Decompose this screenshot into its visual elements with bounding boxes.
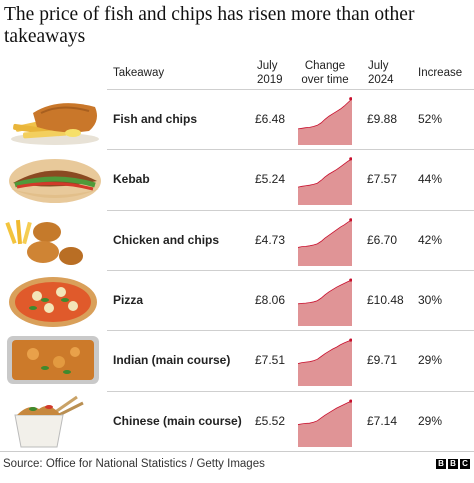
bbc-logo-letter: B xyxy=(436,459,446,469)
sparkline-line xyxy=(298,400,352,425)
pizza-photo xyxy=(9,276,97,327)
sparkline-chart xyxy=(298,338,352,387)
sparkline-end-point xyxy=(349,278,352,282)
sparkline-line xyxy=(298,279,352,305)
header-july-2024: July 2024 xyxy=(368,59,394,87)
fish-and-chips-photo xyxy=(11,103,99,145)
header-divider xyxy=(107,89,474,90)
header-july-2019-line2: 2019 xyxy=(257,74,283,86)
header-change-line1: Change xyxy=(304,60,346,72)
sparkline-area xyxy=(298,159,352,206)
price-2019: £6.48 xyxy=(255,112,286,126)
row-divider xyxy=(107,330,474,332)
sparkline-chart xyxy=(298,97,352,145)
chinese-takeaway-box-photo xyxy=(14,395,84,447)
takeaway-name: Indian (main course) xyxy=(113,353,231,368)
sparkline-area xyxy=(298,340,352,387)
sparkline-line xyxy=(298,98,352,130)
curry-tray-photo xyxy=(7,336,99,385)
chart-title: The price of fish and chips has risen mo… xyxy=(4,4,415,47)
price-2024: £7.57 xyxy=(367,172,398,187)
increase-percent: 30% xyxy=(418,292,443,307)
row-divider xyxy=(107,209,474,211)
price-2019: £8.06 xyxy=(255,292,286,307)
price-2024: £9.88 xyxy=(367,112,398,126)
sparkline-end-point xyxy=(349,97,352,101)
sparkline-end-point xyxy=(349,157,352,161)
price-2019: £5.24 xyxy=(255,172,286,187)
table-row: Indian (main course) £7.51 £9.71 29% xyxy=(0,330,474,390)
row-divider xyxy=(107,149,474,151)
sparkline-line xyxy=(298,158,352,188)
increase-percent: 42% xyxy=(418,232,443,247)
header-increase: Increase xyxy=(418,67,463,79)
table-row: Chicken and chips £4.73 £6.70 42% xyxy=(0,210,474,270)
sparkline-chart xyxy=(298,398,352,447)
table-row: Pizza £8.06 £10.48 30% xyxy=(0,270,474,330)
sparkline-chart xyxy=(298,278,352,326)
sparkline-line xyxy=(298,219,352,248)
header-change-over-time: Change over time xyxy=(290,59,360,87)
price-2024: £10.48 xyxy=(367,292,404,307)
header-change-line2: over time xyxy=(301,74,349,86)
increase-percent: 52% xyxy=(418,112,443,126)
bbc-logo-letter: B xyxy=(448,459,458,469)
bbc-logo-letter: C xyxy=(460,459,470,469)
price-2024: £6.70 xyxy=(367,232,398,247)
header-july-2024-line2: 2024 xyxy=(368,74,394,86)
sparkline-area xyxy=(298,400,352,447)
sparkline-area xyxy=(298,98,352,145)
footer-divider xyxy=(0,451,474,452)
takeaway-name: Fish and chips xyxy=(113,112,198,126)
sparkline-end-point xyxy=(349,338,352,342)
row-divider xyxy=(107,269,474,271)
price-2019: £5.52 xyxy=(255,413,286,428)
chicken-and-chips-photo xyxy=(5,219,83,265)
sparkline-chart xyxy=(298,217,352,266)
header-takeaway: Takeaway xyxy=(113,67,165,79)
takeaway-name: Pizza xyxy=(113,292,144,307)
sparkline-area xyxy=(298,279,352,326)
price-2024: £7.14 xyxy=(367,413,398,428)
header-july-2024-line1: July xyxy=(368,60,389,72)
takeaway-name: Chicken and chips xyxy=(113,232,220,247)
takeaway-name: Kebab xyxy=(113,172,150,187)
increase-percent: 29% xyxy=(418,353,443,368)
takeaway-name: Chinese (main course) xyxy=(113,413,242,428)
row-divider xyxy=(107,390,474,392)
price-2019: £4.73 xyxy=(255,232,286,247)
kebab-photo xyxy=(9,159,101,204)
table-row: Chinese (main course) £5.52 £7.14 29% xyxy=(0,391,474,451)
header-july-2019-line1: July xyxy=(257,60,278,72)
price-2019: £7.51 xyxy=(255,353,286,368)
sparkline-area xyxy=(298,219,352,266)
sparkline-chart xyxy=(298,157,352,206)
table-row: Kebab £5.24 £7.57 44% xyxy=(0,149,474,209)
sparkline-end-point xyxy=(349,217,352,222)
header-july-2019: July 2019 xyxy=(257,59,283,87)
increase-percent: 29% xyxy=(418,413,443,428)
sparkline-line xyxy=(298,339,352,365)
sparkline-end-point xyxy=(349,398,352,403)
price-2024: £9.71 xyxy=(367,353,398,368)
increase-percent: 44% xyxy=(418,172,443,187)
bbc-logo: B B C xyxy=(436,459,470,469)
table-row: Fish and chips £6.48 £9.88 52% xyxy=(0,89,474,149)
source-note: Source: Office for National Statistics /… xyxy=(3,458,265,470)
